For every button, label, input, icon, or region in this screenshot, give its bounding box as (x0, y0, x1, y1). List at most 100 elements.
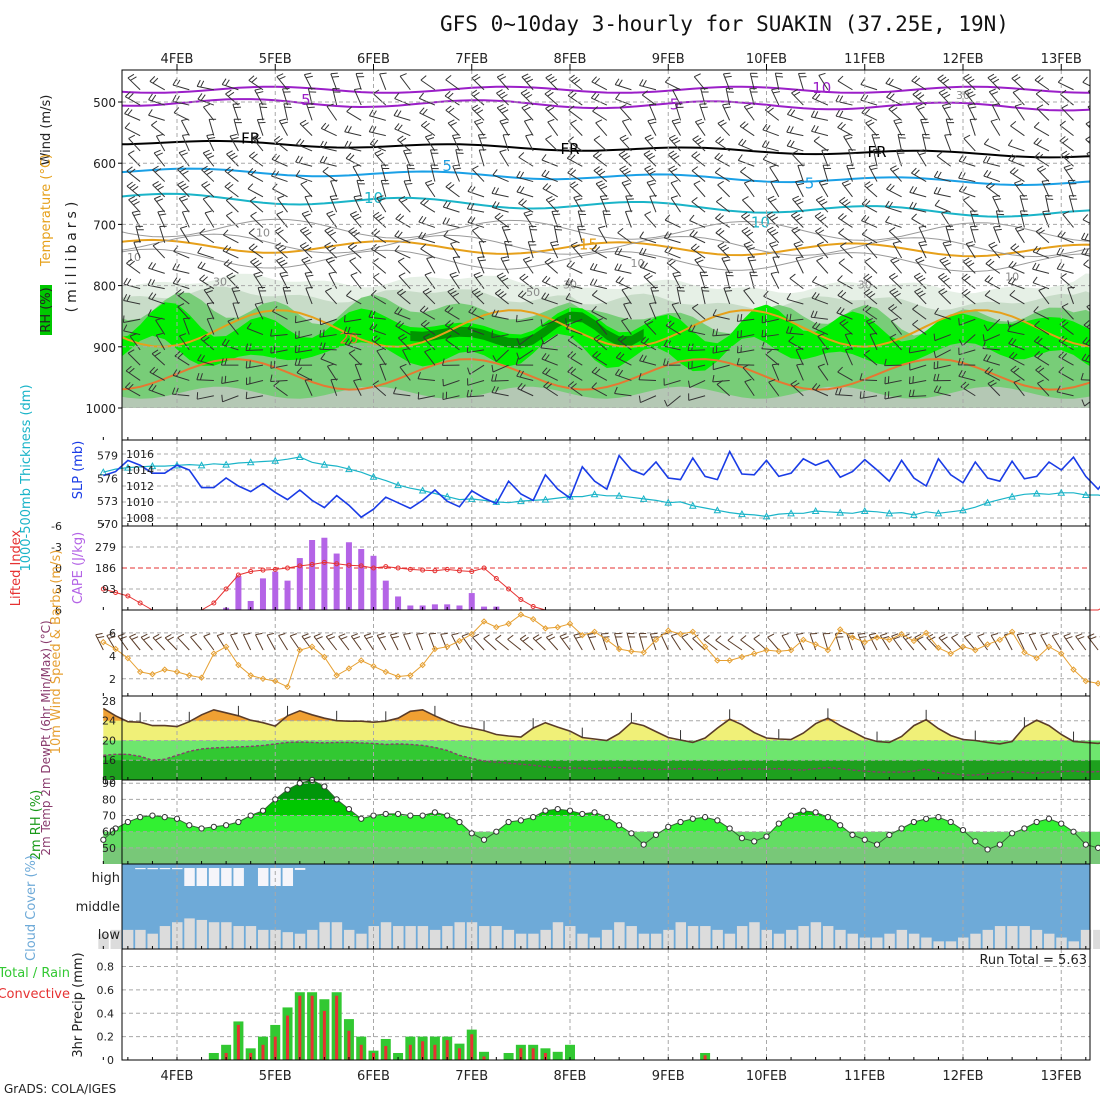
wind-barb-staff (747, 257, 755, 274)
li-point (297, 563, 303, 569)
wind-barb (644, 211, 657, 228)
wind-barb (353, 378, 362, 396)
wind-barb (589, 278, 607, 290)
wind-barb-flag (303, 636, 311, 640)
wind-barb (230, 632, 239, 651)
wind-barb-flag (523, 106, 531, 111)
wind-barb (148, 109, 165, 121)
wind-barb-staff (965, 243, 976, 259)
wind-barb-flag (793, 213, 801, 219)
wind-barb-flag (786, 293, 792, 300)
wind-barb-flag (155, 636, 162, 641)
wind-barb (699, 271, 709, 289)
wind-barb-flag (791, 150, 799, 155)
wind-barb-staff (737, 334, 755, 339)
wind-barb-staff (102, 355, 116, 365)
wind-barb-staff (984, 372, 1001, 381)
wind-barb (1035, 89, 1050, 106)
wind-barb-flag (913, 272, 921, 277)
wind-barb-staff (1081, 359, 1090, 363)
wind-barb-staff (688, 330, 706, 336)
wind-barb-staff (861, 233, 878, 244)
wind-barb-flag (376, 195, 384, 199)
wind-barb-staff (101, 371, 115, 380)
wind-barb-flag (765, 125, 771, 132)
wind-speed-point (910, 637, 918, 645)
wind-barb-flag (190, 633, 198, 638)
wind-barb-staff (467, 328, 485, 336)
wind-barb-flag (128, 367, 135, 374)
wind-barb-flag (891, 290, 899, 295)
wind-barb-flag (962, 73, 970, 79)
wind-barb-staff (471, 77, 485, 91)
wind-barb (1035, 365, 1050, 381)
wind-barb-staff (467, 379, 485, 386)
wind-barb-flag (499, 149, 507, 153)
wind-barb (507, 634, 522, 651)
thickness-tick-label: 570 (97, 518, 118, 531)
wind-barb-staff (330, 73, 338, 90)
wind-barb-staff (918, 227, 927, 243)
wind-barb-flag (133, 213, 141, 217)
wind-barb-staff (615, 84, 632, 91)
wind-barb-flag (741, 212, 748, 217)
wind-barb (231, 286, 241, 305)
wind-barb-flag (724, 75, 732, 78)
wind-barb-staff (348, 352, 362, 366)
y-axis-label: (millibars) (64, 198, 80, 313)
wind-barb-staff (200, 338, 215, 351)
wind-barb-staff (1008, 266, 1025, 274)
thickness-point (885, 509, 894, 517)
thickness-tick-label: 579 (97, 449, 118, 462)
wind-barb (254, 302, 264, 320)
wind-barb-flag (196, 79, 201, 87)
wind-barb-flag (962, 257, 970, 262)
wind-barb-flag (694, 153, 701, 159)
wind-barb (157, 210, 167, 228)
low-cloud-bar (184, 918, 195, 949)
wind-barb-staff (664, 237, 681, 244)
temp-tick-label: 24 (102, 715, 116, 728)
wind-barb-staff (131, 212, 141, 228)
wind-barb-staff (450, 243, 460, 259)
wind-barb-staff (713, 364, 730, 371)
wind-barb-staff (671, 304, 681, 320)
wind-barb-flag (128, 195, 136, 201)
wind-barb (694, 256, 706, 274)
wind-barb-staff (615, 281, 632, 290)
wind-barb-flag (753, 634, 760, 640)
wind-barb-flag (988, 184, 995, 190)
wind-barb (721, 256, 731, 274)
wind-barb-staff (762, 129, 779, 137)
wind-barb-staff (1019, 210, 1025, 228)
wind-barb (798, 72, 807, 90)
wind-barb-staff (723, 287, 731, 305)
rh-point (824, 814, 832, 821)
wind-barb-flag (101, 382, 106, 387)
wind-barb-flag (124, 107, 130, 114)
wind-barb-staff (715, 217, 730, 228)
wind-barb-flag (595, 180, 603, 185)
wind-barb-flag (839, 319, 846, 324)
rh-point (1009, 830, 1016, 837)
wind-barb-flag (810, 310, 815, 318)
wind-barb-flag (492, 355, 497, 362)
wind-barb-staff (348, 231, 362, 244)
wind-barb-staff (420, 202, 436, 213)
wind-barb (933, 333, 951, 342)
wind-barb-staff (857, 634, 866, 651)
wind-barb (499, 118, 510, 136)
wind-barb-staff (647, 120, 657, 136)
wind-barb-flag (916, 275, 924, 280)
wind-barb (915, 256, 927, 274)
wind-barb-staff (277, 198, 288, 213)
wind-barb-flag (723, 286, 731, 289)
wind-barb-flag (520, 89, 528, 94)
wind-barb-flag (466, 202, 471, 210)
date-label-bottom: 5FEB (259, 1069, 292, 1084)
wind-barb-staff (619, 138, 632, 152)
wind-barb (983, 318, 1001, 332)
wind-barb-flag (553, 213, 561, 216)
wind-barb (197, 93, 215, 106)
wind-barb-staff (101, 387, 116, 396)
